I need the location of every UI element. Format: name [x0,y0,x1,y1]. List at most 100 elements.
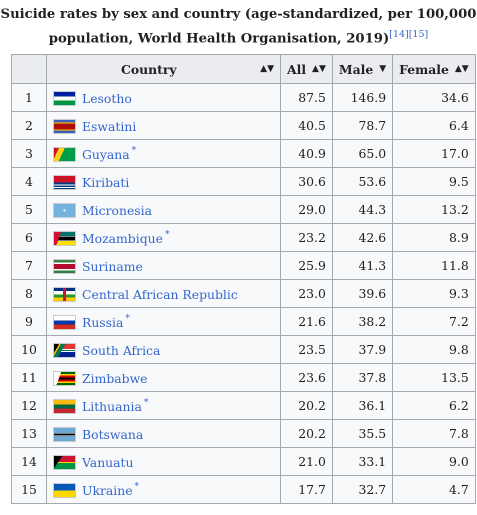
country-cell: Russia * [46,307,281,337]
country-link[interactable]: Russia [82,314,124,330]
footnote-star[interactable]: * [164,229,170,240]
country-link[interactable]: Micronesia [82,202,152,218]
botswana-flag-icon[interactable] [53,426,76,442]
male-rate-cell: 65.0 [331,139,394,169]
female-rate-cell: 17.0 [392,139,476,169]
country-link[interactable]: Central African Republic [82,286,238,302]
reference-links[interactable]: [14][15] [389,29,429,40]
female-rate-cell: 8.9 [392,223,476,253]
header-female[interactable]: Female ▲▼ [392,54,476,85]
all-rate-cell: 29.0 [280,195,333,225]
country-link[interactable]: Eswatini [82,118,137,134]
lesotho-flag-icon[interactable] [53,90,76,106]
footnote-star[interactable]: * [125,313,130,324]
country-cell: Suriname [46,251,281,281]
all-rate-cell: 87.5 [280,83,333,113]
rank-cell: 1 [11,83,47,113]
russia-flag-icon[interactable] [53,314,76,330]
rank-cell: 14 [11,447,47,477]
country-link[interactable]: Suriname [82,258,143,274]
micronesia-flag-icon[interactable] [53,202,76,218]
female-rate-cell: 9.3 [392,279,476,309]
zimbabwe-flag-icon[interactable] [53,370,76,386]
country-cell: Lithuania * [46,391,281,421]
sort-both-icon[interactable]: ▲▼ [454,64,469,75]
table-row: 10 South Africa 23.5 37.9 9.8 [11,335,476,365]
ukraine-flag-icon[interactable] [53,482,76,498]
footnote-star[interactable]: * [134,481,140,492]
all-rate-cell: 23.5 [280,335,333,365]
country-link[interactable]: Vanuatu [82,454,134,470]
male-rate-cell: 44.3 [331,195,394,225]
suriname-flag-icon[interactable] [53,258,76,274]
sort-both-icon[interactable]: ▲▼ [312,64,326,75]
lithuania-flag-icon[interactable] [53,398,76,414]
table-row: 15 Ukraine * 17.7 32.7 4.7 [11,475,476,505]
eswatini-flag-icon[interactable] [53,118,76,134]
vanuatu-flag-icon[interactable] [53,454,76,470]
male-rate-cell: 32.7 [331,475,394,505]
male-rate-cell: 146.9 [331,83,394,113]
country-cell: Micronesia [46,195,281,225]
all-rate-cell: 30.6 [280,167,333,197]
table-row: 11 Zimbabwe 23.6 37.8 13.5 [11,363,476,393]
country-cell: Guyana * [46,139,281,169]
all-rate-cell: 23.0 [280,279,333,309]
all-rate-cell: 17.7 [280,475,333,505]
country-link[interactable]: Zimbabwe [82,370,148,386]
header-row: Country ▲▼ All ▲▼ Male ▼ Female ▲▼ [11,54,476,85]
country-cell: Kiribati [46,167,281,197]
male-rate-cell: 37.9 [331,335,394,365]
country-link[interactable]: South Africa [82,342,161,358]
rank-cell: 8 [11,279,47,309]
male-rate-cell: 42.6 [331,223,394,253]
all-rate-cell: 20.2 [280,419,333,449]
male-rate-cell: 78.7 [331,111,394,141]
header-male[interactable]: Male ▼ [331,54,394,85]
female-rate-cell: 13.2 [392,195,476,225]
female-rate-cell: 11.8 [392,251,476,281]
header-male-label: Male [338,61,374,77]
header-all-label: All [287,61,307,77]
rank-cell: 11 [11,363,47,393]
kiribati-flag-icon[interactable] [53,174,76,190]
table-row: 3 Guyana * 40.9 65.0 17.0 [11,139,476,169]
guyana-flag-icon[interactable] [53,146,76,162]
footnote-star[interactable]: * [131,145,137,156]
mozambique-flag-icon[interactable] [53,230,76,246]
country-link[interactable]: Kiribati [82,174,130,190]
female-rate-cell: 34.6 [392,83,476,113]
country-link[interactable]: Ukraine [82,482,133,498]
rank-cell: 4 [11,167,47,197]
female-rate-cell: 13.5 [392,363,476,393]
footnote-star[interactable]: * [143,397,149,408]
female-rate-cell: 7.8 [392,419,476,449]
all-rate-cell: 40.9 [280,139,333,169]
male-rate-cell: 39.6 [331,279,394,309]
header-rank [11,54,47,85]
country-link[interactable]: Mozambique [82,230,163,246]
female-rate-cell: 7.2 [392,307,476,337]
south-africa-flag-icon[interactable] [53,342,76,358]
country-link[interactable]: Lesotho [82,90,132,106]
sort-both-icon[interactable]: ▲▼ [260,64,274,75]
table-row: 13 Botswana 20.2 35.5 7.8 [11,419,476,449]
suicide-rates-table: Country ▲▼ All ▲▼ Male ▼ Female ▲▼ 1 Lesotho 8… [11,54,476,505]
header-country[interactable]: Country ▲▼ [46,54,281,85]
table-row: 12 Lithuania * 20.2 36.1 6.2 [11,391,476,421]
country-link[interactable]: Lithuania [82,398,142,414]
rank-cell: 10 [11,335,47,365]
male-rate-cell: 33.1 [331,447,394,477]
rank-cell: 13 [11,419,47,449]
header-all[interactable]: All ▲▼ [280,54,333,85]
country-link[interactable]: Botswana [82,426,144,442]
sort-descending-icon[interactable]: ▼ [379,64,387,75]
header-female-label: Female [399,61,449,77]
female-rate-cell: 4.7 [392,475,476,505]
country-cell: Zimbabwe [46,363,281,393]
central-african-republic-flag-icon[interactable] [53,286,76,302]
rank-cell: 6 [11,223,47,253]
all-rate-cell: 20.2 [280,391,333,421]
header-country-label: Country [121,61,177,77]
country-link[interactable]: Guyana [82,146,130,162]
